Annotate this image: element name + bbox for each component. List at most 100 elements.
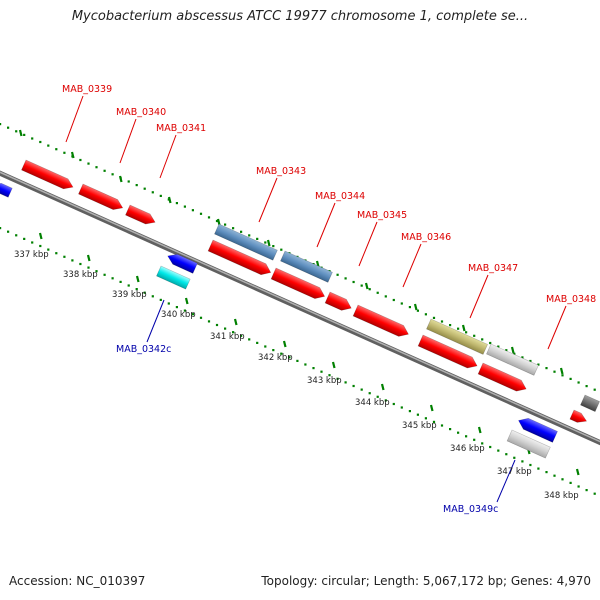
- gene-label-mab-0349c[interactable]: MAB_0349c: [443, 504, 498, 515]
- gene-mab-0339[interactable]: [21, 159, 75, 192]
- gene-mab-0343-steel[interactable]: [214, 223, 278, 261]
- minor-tick: [400, 302, 403, 305]
- gene-mab-0349c[interactable]: [506, 429, 551, 459]
- gene-mab-0348-grey[interactable]: [486, 343, 539, 376]
- minor-tick: [79, 262, 82, 266]
- minor-tick: [95, 166, 98, 169]
- minor-tick: [256, 237, 259, 240]
- major-tick: [380, 383, 385, 391]
- kbp-label: 341 kbp: [210, 332, 245, 342]
- major-tick: [135, 275, 140, 283]
- backbone: [0, 170, 600, 446]
- minor-tick: [183, 205, 186, 208]
- minor-tick: [135, 288, 138, 291]
- gene-label-mab-0347[interactable]: MAB_0347: [468, 263, 518, 274]
- minor-tick: [320, 370, 323, 373]
- gene-mab-0347-olive[interactable]: [426, 318, 488, 355]
- gene-mab-0348[interactable]: [477, 362, 529, 394]
- minor-tick: [87, 162, 90, 165]
- minor-tick: [224, 223, 227, 226]
- gene-mab-0347[interactable]: [417, 334, 479, 371]
- minor-tick: [248, 234, 251, 237]
- kbp-label: 338 kbp: [63, 270, 98, 280]
- gene-mab-0346[interactable]: [352, 304, 411, 340]
- minor-tick: [392, 298, 395, 302]
- map-title: Mycobacterium abscessus ATCC 19977 chrom…: [71, 9, 529, 24]
- minor-tick: [183, 309, 186, 312]
- gene-far-dark[interactable]: [580, 394, 600, 412]
- minor-tick: [416, 413, 419, 416]
- gene-label-mab-0345[interactable]: MAB_0345: [357, 210, 407, 221]
- major-tick: [233, 318, 238, 326]
- kbp-label: 344 kbp: [355, 398, 390, 408]
- leader-mab-0340: [119, 118, 137, 164]
- gene-label-mab-0341[interactable]: MAB_0341: [156, 123, 206, 134]
- gene-label-mab-0342c[interactable]: MAB_0342c: [116, 344, 171, 355]
- topology-text: Topology: circular; Length: 5,067,172 bp…: [261, 574, 591, 588]
- minor-tick: [47, 248, 50, 251]
- gene-label-mab-0343[interactable]: MAB_0343: [256, 166, 306, 177]
- gene-mab-0342c[interactable]: [156, 265, 191, 290]
- gene-mab-0340[interactable]: [78, 183, 124, 213]
- kbp-label: 343 kbp: [307, 376, 342, 386]
- minor-tick: [505, 453, 508, 456]
- minor-tick: [336, 273, 339, 276]
- minor-tick: [392, 402, 395, 406]
- minor-tick: [449, 324, 452, 327]
- minor-tick: [432, 316, 436, 319]
- minor-tick: [119, 280, 122, 283]
- minor-tick: [489, 445, 492, 449]
- minor-tick: [79, 158, 82, 162]
- gene-label-mab-0346[interactable]: MAB_0346: [401, 232, 451, 243]
- leader-mab-0344: [316, 202, 336, 248]
- minor-tick: [199, 212, 203, 215]
- gene-label-mab-0339[interactable]: MAB_0339: [62, 84, 112, 95]
- minor-tick: [135, 184, 138, 187]
- major-tick: [559, 367, 564, 375]
- minor-tick: [545, 367, 548, 370]
- kbp-label: 347 kbp: [497, 467, 532, 477]
- minor-tick: [55, 148, 58, 151]
- gene-mab-0341[interactable]: [125, 204, 157, 227]
- minor-tick: [151, 295, 154, 298]
- gene-mab-0342c-blue[interactable]: [165, 251, 198, 274]
- minor-tick: [191, 313, 194, 316]
- minor-tick: [593, 492, 596, 495]
- minor-tick: [585, 489, 588, 492]
- minor-tick: [336, 377, 339, 380]
- minor-tick: [232, 227, 235, 230]
- gene-left-blue[interactable]: [0, 180, 13, 198]
- minor-tick: [127, 180, 130, 183]
- minor-tick: [521, 356, 524, 359]
- minor-tick: [272, 245, 275, 248]
- gene-far-red[interactable]: [569, 409, 589, 426]
- major-tick: [575, 468, 580, 476]
- minor-tick: [240, 334, 243, 337]
- gene-mab-0343[interactable]: [207, 239, 273, 278]
- leader-mab-0349c: [496, 459, 516, 503]
- minor-tick: [199, 316, 203, 319]
- gene-label-mab-0344[interactable]: MAB_0344: [315, 191, 365, 202]
- minor-tick: [440, 320, 444, 323]
- gene-label-mab-0348[interactable]: MAB_0348: [546, 294, 596, 305]
- minor-tick: [489, 341, 492, 345]
- major-tick: [184, 297, 189, 305]
- minor-tick: [280, 352, 283, 355]
- gene-label-mab-0340[interactable]: MAB_0340: [116, 107, 166, 118]
- minor-tick: [521, 460, 524, 463]
- minor-tick: [344, 277, 347, 280]
- gene-mab-0349c-blue[interactable]: [516, 415, 558, 443]
- minor-tick: [159, 194, 162, 197]
- gene-mab-0345[interactable]: [324, 291, 354, 314]
- minor-tick: [103, 169, 106, 172]
- minor-tick: [352, 384, 355, 388]
- kbp-label: 342 kbp: [258, 353, 293, 363]
- minor-tick: [272, 349, 275, 352]
- minor-tick: [7, 230, 10, 233]
- minor-tick: [23, 133, 26, 136]
- gene-mab-0344-steel[interactable]: [280, 250, 333, 283]
- minor-tick: [55, 252, 58, 255]
- gene-mab-0344[interactable]: [270, 267, 327, 302]
- minor-tick: [585, 385, 588, 388]
- minor-tick: [215, 323, 219, 327]
